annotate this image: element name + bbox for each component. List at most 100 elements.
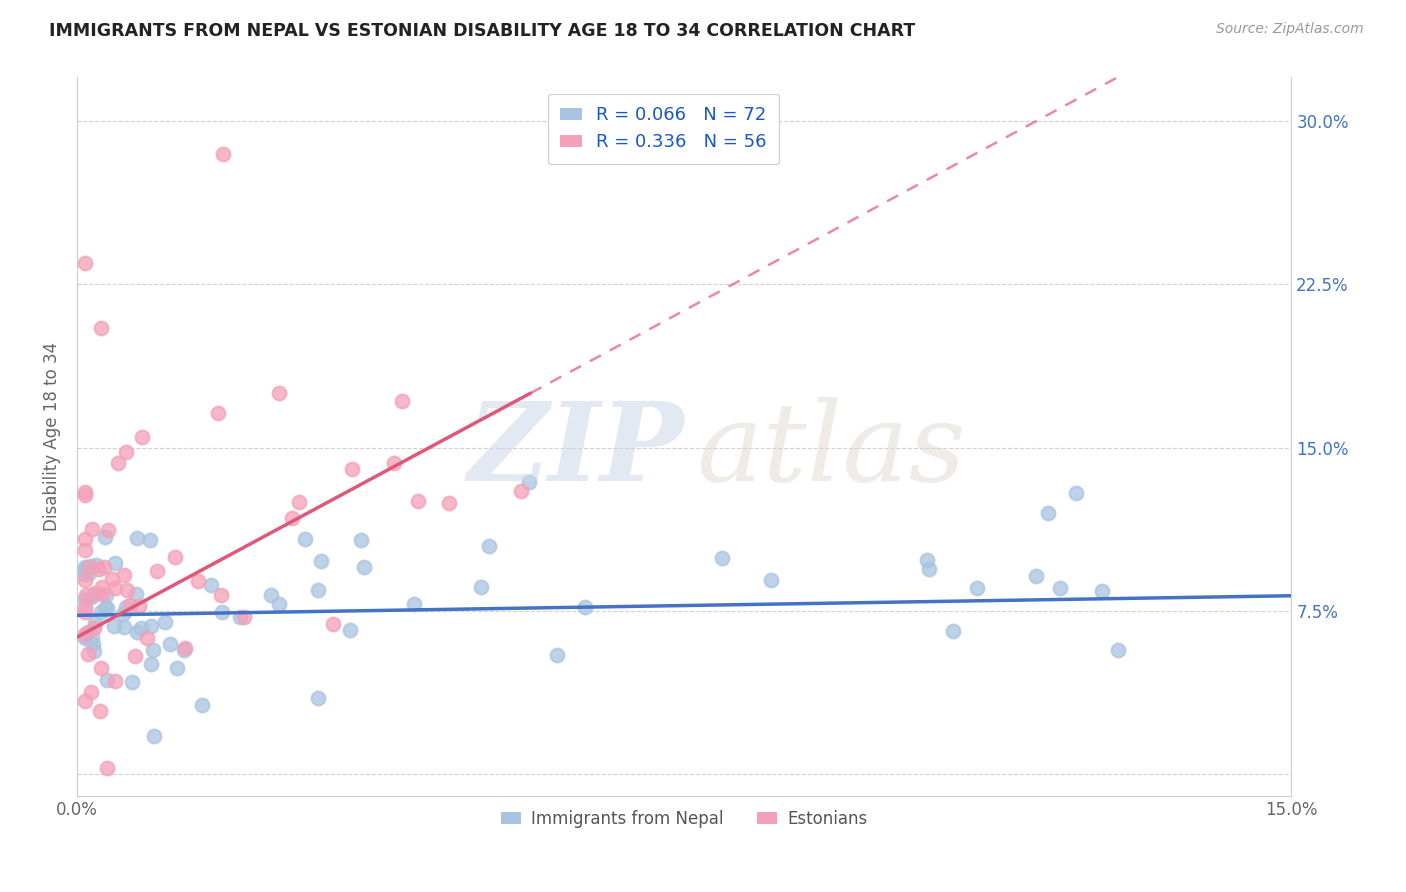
Point bbox=[75, 559, 97, 574]
Point bbox=[232, 609, 254, 624]
Point bbox=[96, 600, 118, 615]
Text: atlas: atlas bbox=[696, 398, 966, 505]
Point bbox=[94, 530, 117, 544]
Point bbox=[89, 704, 111, 718]
Point bbox=[127, 531, 149, 545]
Point bbox=[104, 581, 127, 595]
Point bbox=[211, 605, 233, 619]
Point bbox=[141, 657, 163, 671]
Point bbox=[200, 577, 222, 591]
Point bbox=[80, 684, 103, 698]
Point bbox=[87, 562, 110, 576]
Point bbox=[75, 255, 97, 269]
Point bbox=[82, 637, 104, 651]
Point bbox=[120, 599, 142, 613]
Point bbox=[942, 624, 965, 638]
Point bbox=[1025, 569, 1047, 583]
Point bbox=[470, 580, 492, 594]
Point bbox=[966, 581, 988, 595]
Point bbox=[478, 539, 501, 553]
Point bbox=[82, 630, 104, 644]
Point bbox=[269, 597, 291, 611]
Point bbox=[142, 730, 165, 744]
Point bbox=[142, 642, 165, 657]
Point bbox=[211, 146, 233, 161]
Point bbox=[94, 601, 117, 615]
Point bbox=[131, 430, 153, 444]
Point bbox=[103, 674, 125, 689]
Point bbox=[761, 574, 783, 588]
Point bbox=[124, 587, 146, 601]
Point bbox=[86, 558, 108, 572]
Point bbox=[83, 622, 105, 636]
Point bbox=[75, 532, 97, 546]
Point bbox=[83, 644, 105, 658]
Point bbox=[96, 673, 118, 687]
Point bbox=[90, 321, 112, 335]
Point bbox=[77, 560, 100, 574]
Point bbox=[128, 599, 150, 613]
Point bbox=[80, 522, 103, 536]
Point bbox=[129, 621, 152, 635]
Point bbox=[114, 445, 136, 459]
Point bbox=[1038, 506, 1060, 520]
Point bbox=[75, 566, 97, 581]
Point bbox=[353, 559, 375, 574]
Point bbox=[75, 693, 97, 707]
Point bbox=[80, 559, 103, 574]
Point bbox=[96, 588, 118, 602]
Y-axis label: Disability Age 18 to 34: Disability Age 18 to 34 bbox=[44, 343, 60, 532]
Point bbox=[91, 587, 114, 601]
Point bbox=[75, 542, 97, 557]
Point bbox=[139, 619, 162, 633]
Point bbox=[114, 568, 136, 582]
Point bbox=[75, 488, 97, 502]
Point bbox=[91, 580, 114, 594]
Point bbox=[915, 553, 938, 567]
Point bbox=[75, 631, 97, 645]
Text: Source: ZipAtlas.com: Source: ZipAtlas.com bbox=[1216, 22, 1364, 37]
Point bbox=[1064, 486, 1087, 500]
Point bbox=[75, 627, 97, 641]
Point bbox=[77, 647, 100, 661]
Point bbox=[517, 475, 540, 489]
Point bbox=[187, 574, 209, 588]
Point bbox=[75, 629, 97, 643]
Point bbox=[90, 605, 112, 619]
Point bbox=[288, 495, 311, 509]
Point bbox=[107, 456, 129, 470]
Point bbox=[1107, 642, 1129, 657]
Point bbox=[135, 632, 157, 646]
Point bbox=[111, 607, 134, 621]
Point bbox=[82, 588, 104, 602]
Point bbox=[211, 588, 233, 602]
Point bbox=[80, 590, 103, 604]
Point bbox=[340, 462, 363, 476]
Point bbox=[97, 523, 120, 537]
Point bbox=[322, 617, 344, 632]
Point bbox=[269, 386, 291, 401]
Point bbox=[339, 624, 361, 638]
Point bbox=[309, 554, 332, 568]
Point bbox=[229, 610, 252, 624]
Point bbox=[124, 649, 146, 664]
Point bbox=[76, 624, 98, 639]
Point bbox=[546, 648, 568, 662]
Point bbox=[96, 760, 118, 774]
Point bbox=[918, 561, 941, 575]
Point bbox=[103, 619, 125, 633]
Point bbox=[159, 637, 181, 651]
Point bbox=[406, 494, 429, 508]
Point bbox=[75, 485, 97, 500]
Point bbox=[173, 643, 195, 657]
Point bbox=[83, 586, 105, 600]
Text: ZIP: ZIP bbox=[468, 398, 685, 505]
Point bbox=[77, 566, 100, 581]
Point bbox=[75, 573, 97, 587]
Point bbox=[1049, 581, 1071, 595]
Point bbox=[139, 533, 162, 548]
Point bbox=[115, 582, 138, 597]
Point bbox=[280, 511, 302, 525]
Point bbox=[307, 583, 329, 598]
Point bbox=[294, 532, 316, 546]
